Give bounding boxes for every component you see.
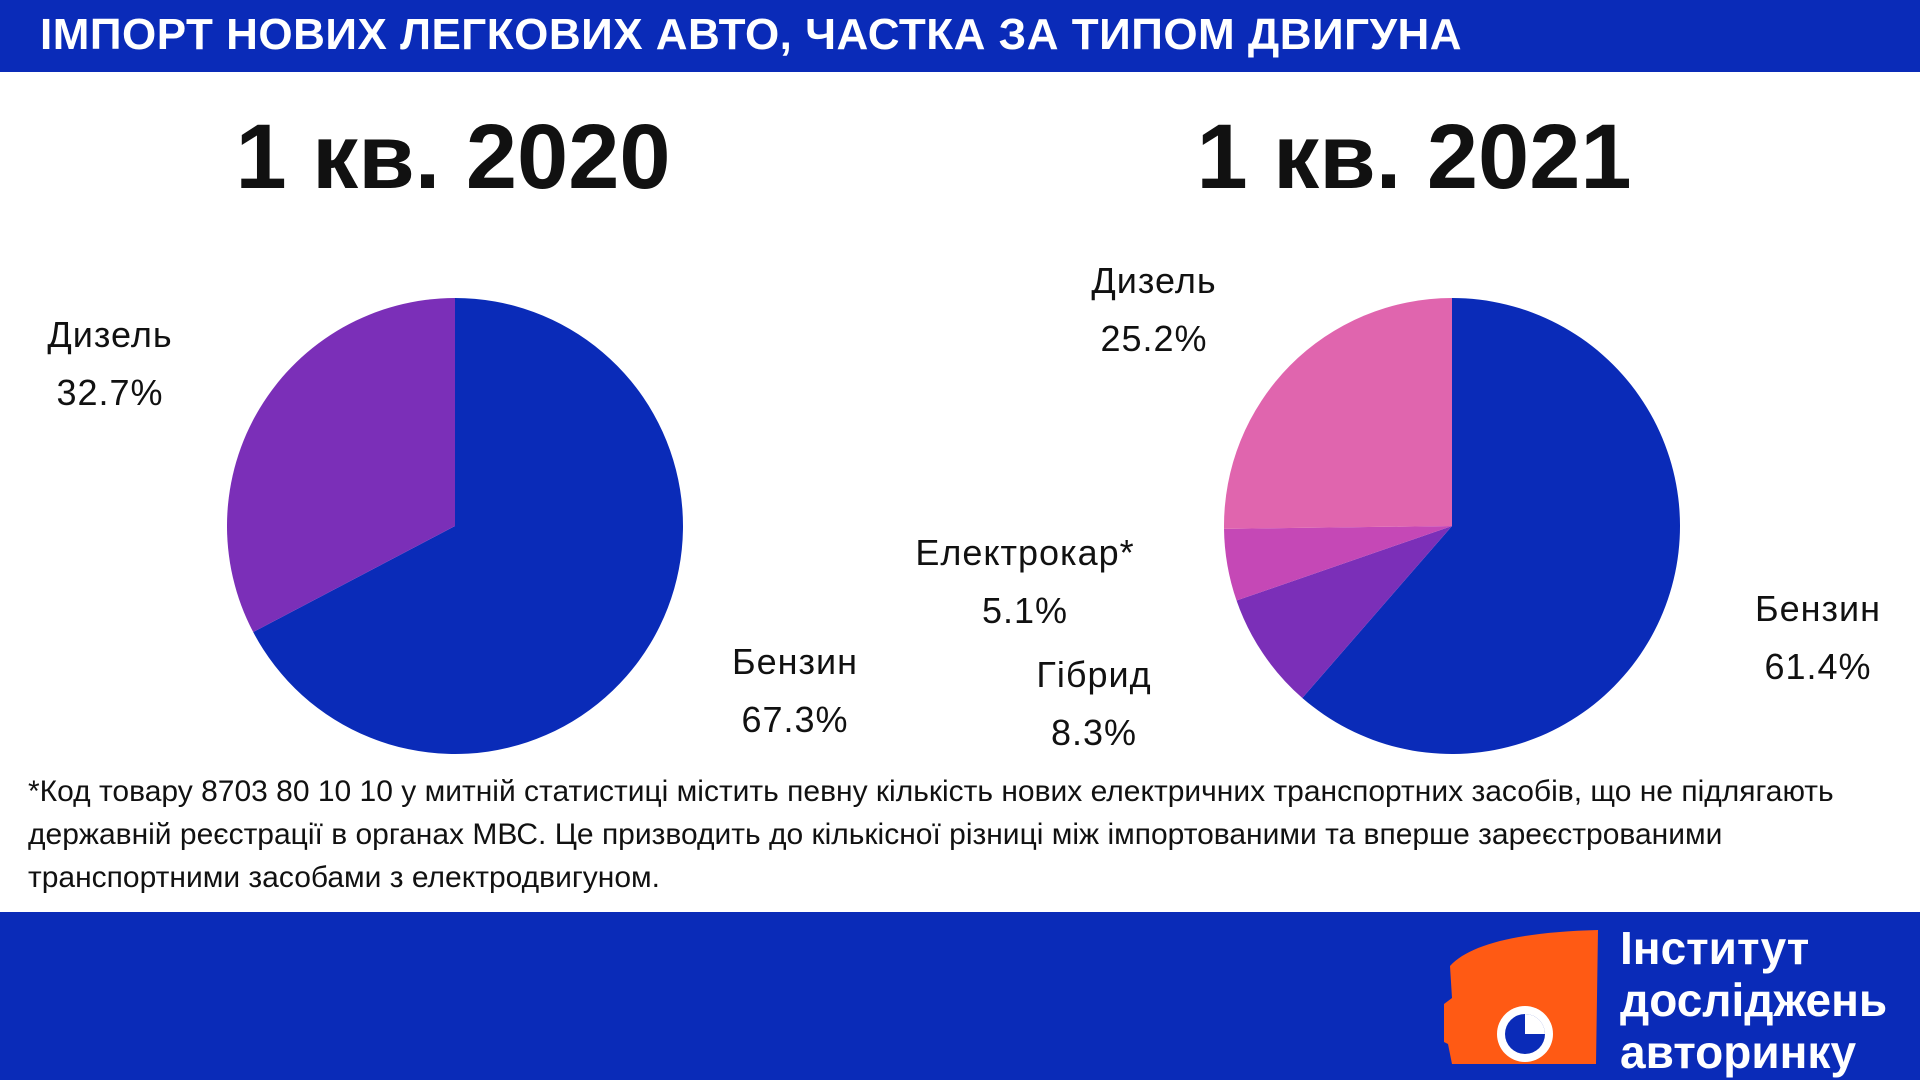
footnote-text: *Код товару 8703 80 10 10 у митній стати… — [28, 775, 1834, 894]
label-2021-benzyn: Бензин 61.4% — [1668, 580, 1920, 696]
slice-name: Дизель — [1091, 260, 1217, 301]
label-2020-dyzel: Дизель 32.7% — [0, 306, 260, 422]
slice-name: Електрокар* — [915, 532, 1135, 573]
slice-name: Бензин — [731, 641, 859, 682]
label-2021-dyzel: Дизель 25.2% — [1004, 252, 1304, 368]
pie-2021-slice-0 — [1302, 298, 1681, 754]
institute-logo-icon — [1444, 930, 1598, 1064]
label-2021-hibryd: Гібрид 8.3% — [944, 646, 1244, 762]
label-2021-elektrokar: Електрокар* 5.1% — [875, 524, 1175, 640]
slice-name: Дизель — [47, 314, 173, 355]
footer-bar — [0, 912, 1920, 1080]
slice-value: 32.7% — [56, 372, 164, 413]
header-bar: ІМПОРТ НОВИХ ЛЕГКОВИХ АВТО, ЧАСТКА ЗА ТИ… — [0, 0, 1920, 72]
logo-line-2: досліджень — [1620, 974, 1888, 1026]
slice-value: 61.4% — [1764, 646, 1872, 687]
pie-2021-slice-3 — [1224, 298, 1452, 529]
label-2020-benzyn: Бензин 67.3% — [645, 633, 945, 749]
pie-2021-slice-2 — [1224, 526, 1452, 601]
chart-title-2021: 1 кв. 2021 — [1196, 106, 1632, 208]
logo-line-1: Інститут — [1620, 922, 1810, 974]
pie-2021-slice-1 — [1236, 526, 1452, 698]
slice-name: Бензин — [1754, 588, 1882, 629]
slice-value: 5.1% — [981, 590, 1069, 631]
page-title: ІМПОРТ НОВИХ ЛЕГКОВИХ АВТО, ЧАСТКА ЗА ТИ… — [40, 10, 1463, 59]
slice-value: 67.3% — [741, 699, 849, 740]
pie-2020-slice-0 — [253, 298, 683, 755]
slice-value: 8.3% — [1050, 712, 1138, 753]
slice-name: Гібрид — [1036, 654, 1152, 695]
slice-value: 25.2% — [1100, 318, 1208, 359]
logo-line-3: авторинку — [1620, 1026, 1857, 1078]
logo-text: Інститут досліджень авторинку — [1620, 922, 1887, 1078]
chart-title-2020: 1 кв. 2020 — [235, 106, 671, 208]
pie-2020-slice-1 — [226, 298, 455, 633]
